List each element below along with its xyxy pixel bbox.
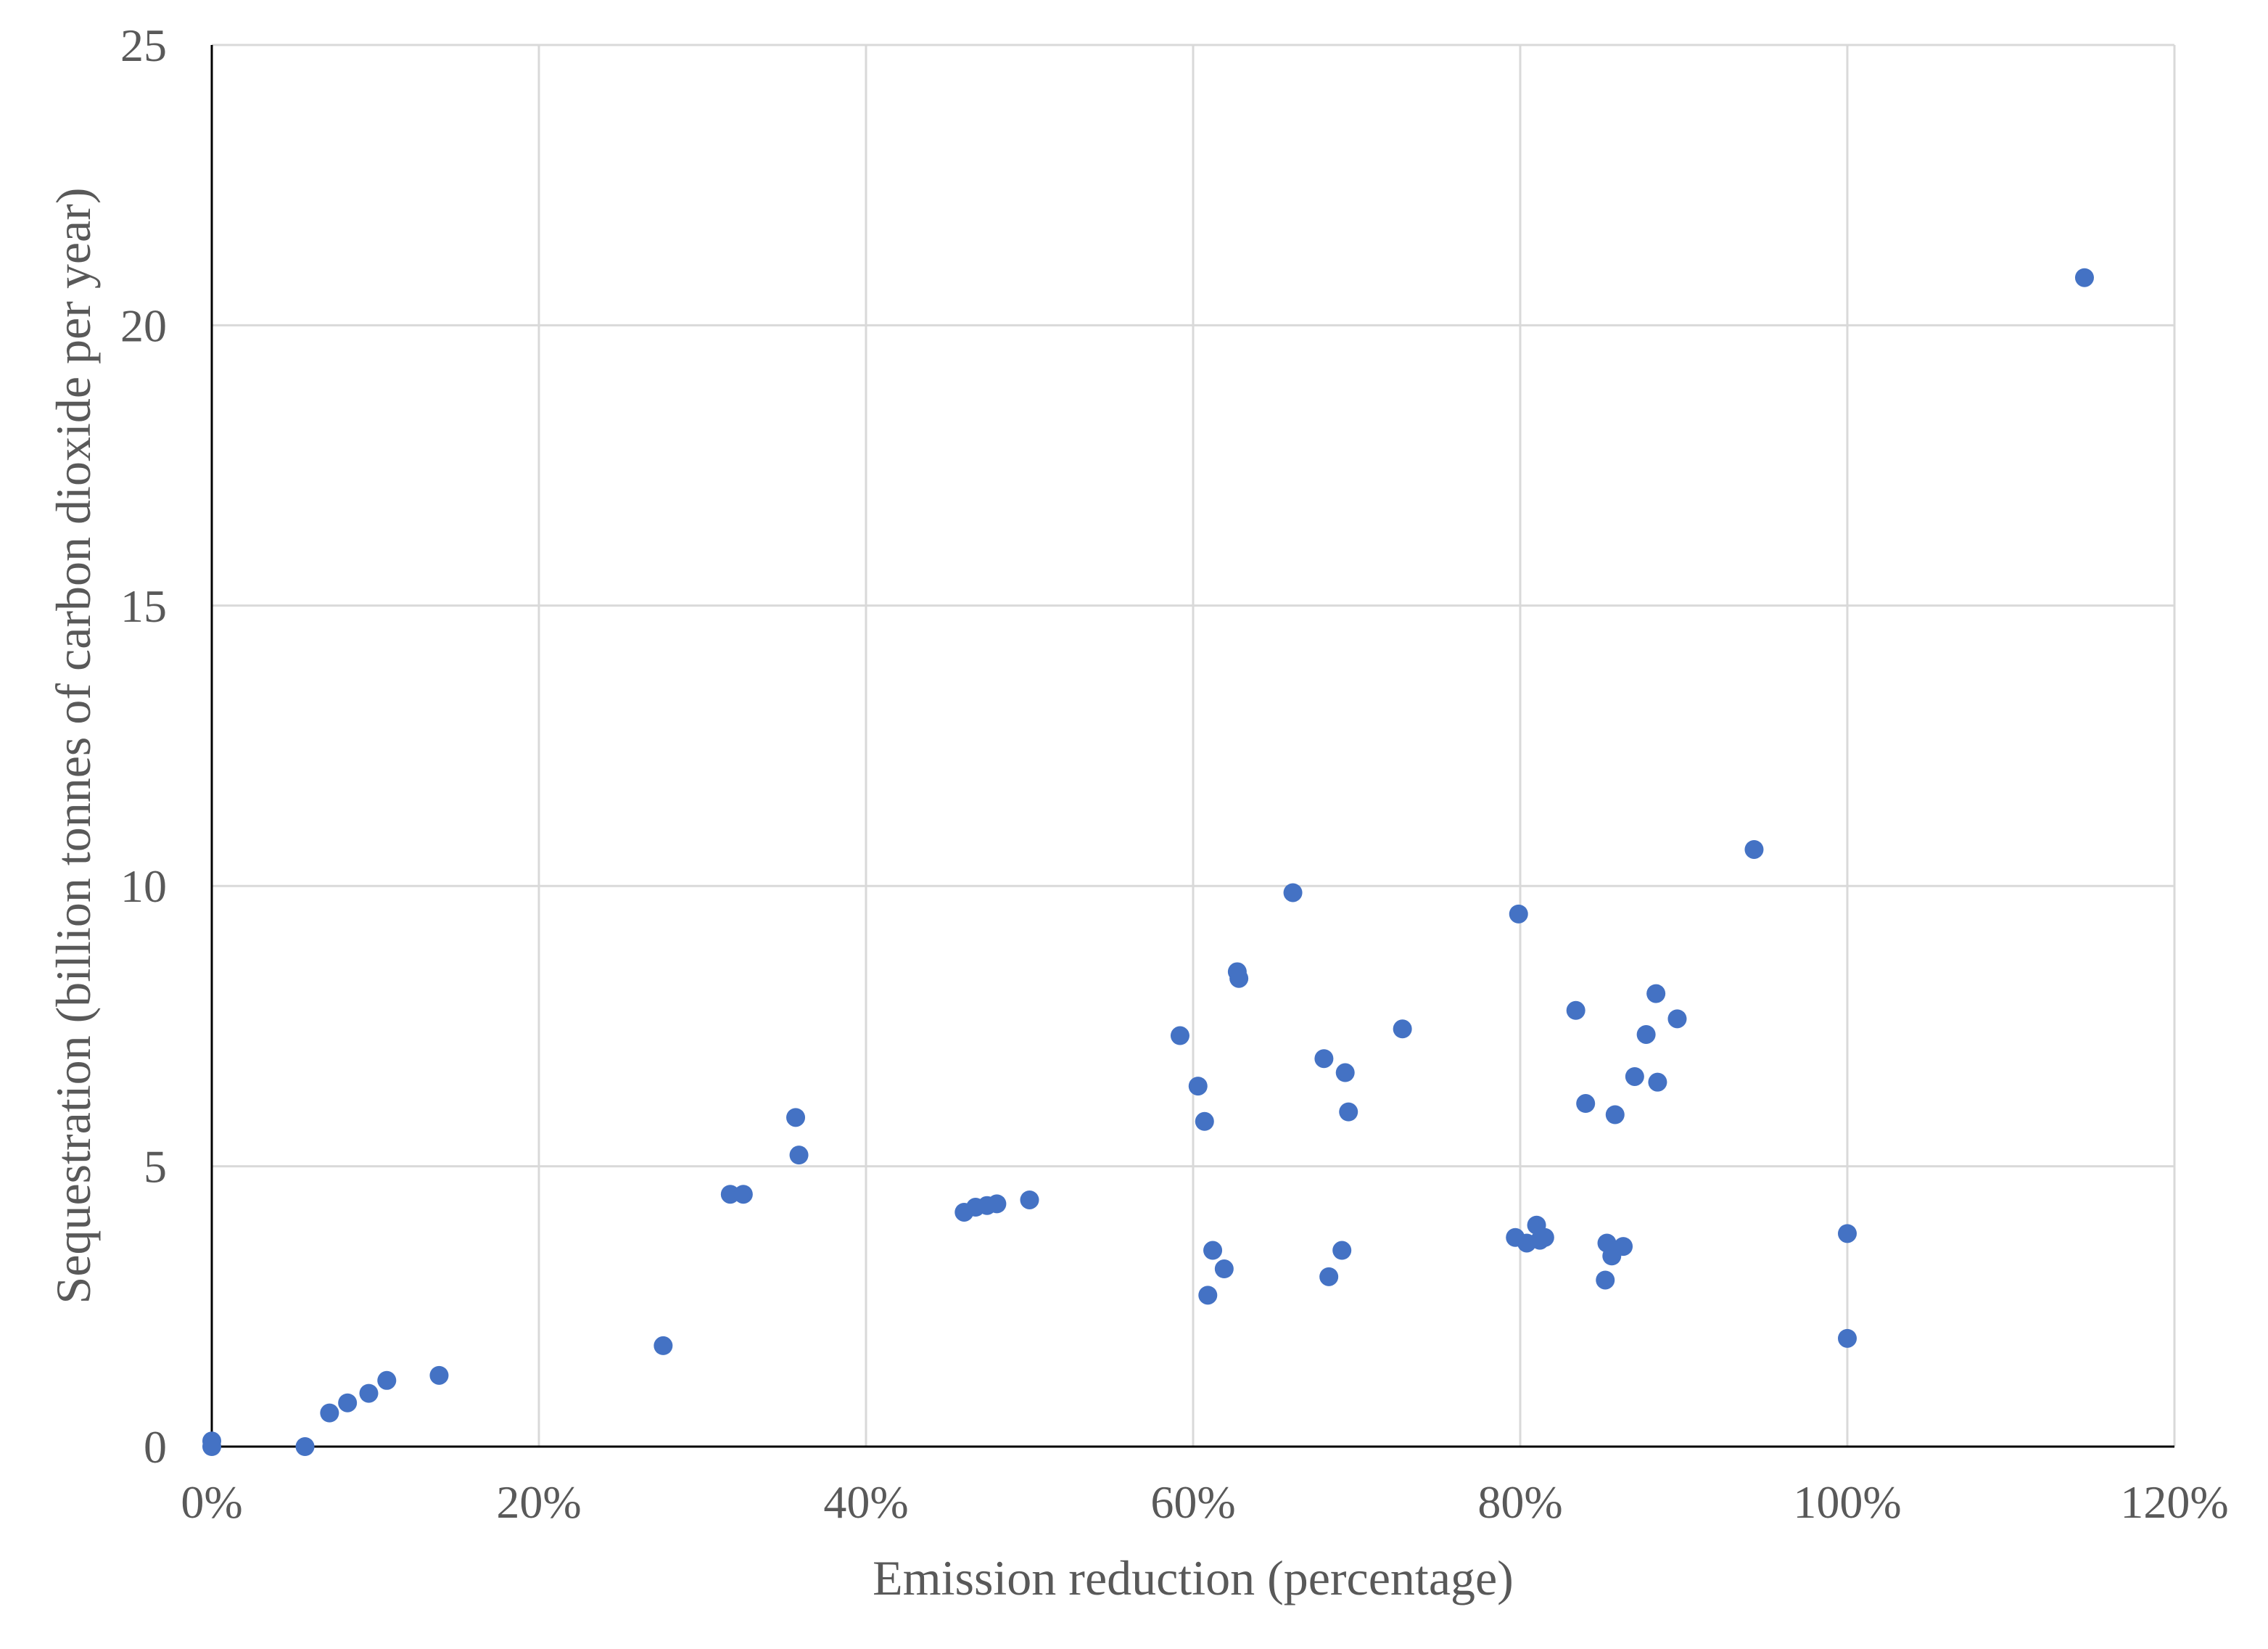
data-point [1170, 1026, 1189, 1045]
data-point [1314, 1049, 1334, 1069]
data-point [377, 1370, 397, 1390]
data-point [1020, 1190, 1039, 1209]
data-point [987, 1194, 1007, 1214]
data-point [1614, 1237, 1633, 1257]
x-tick-label: 80% [1477, 1476, 1562, 1528]
data-point [1509, 904, 1528, 924]
data-point [429, 1365, 449, 1385]
data-point [1667, 1009, 1687, 1029]
data-point [789, 1146, 809, 1165]
data-point [1646, 984, 1666, 1003]
x-tick-label: 60% [1150, 1476, 1235, 1528]
x-tick-label: 0% [181, 1476, 242, 1528]
data-point [786, 1108, 806, 1127]
data-point [1393, 1019, 1412, 1039]
data-point [1838, 1328, 1857, 1348]
data-points [202, 268, 2094, 1456]
x-tick-label: 100% [1793, 1476, 1901, 1528]
x-tick-label: 20% [496, 1476, 581, 1528]
data-point [1838, 1224, 1857, 1243]
data-point [720, 1185, 740, 1204]
y-tick-label: 15 [120, 580, 167, 632]
y-tick-label: 25 [120, 20, 167, 71]
data-point [1648, 1072, 1667, 1092]
data-point [1335, 1063, 1355, 1082]
data-point [359, 1383, 379, 1403]
x-axis-title: Emission reduction (percentage) [873, 1550, 1514, 1605]
data-point [1744, 839, 1764, 859]
data-point [1319, 1267, 1339, 1286]
data-point [320, 1403, 339, 1423]
data-point [1605, 1105, 1625, 1124]
gridlines [212, 44, 2176, 1447]
data-point [733, 1185, 753, 1204]
tick-labels: 0% 20% 40% 60% 80% 100% 120% 0 5 10 15 20 25 [120, 20, 2229, 1528]
data-point [1188, 1077, 1208, 1096]
y-tick-label: 0 [144, 1421, 167, 1473]
data-point [1535, 1228, 1554, 1247]
data-point [2074, 268, 2094, 287]
y-tick-label: 5 [144, 1141, 167, 1193]
data-point [1566, 1000, 1585, 1020]
data-point [1339, 1102, 1358, 1122]
data-point [338, 1393, 358, 1412]
data-point [653, 1336, 673, 1355]
data-point [202, 1437, 221, 1456]
data-point [1198, 1286, 1218, 1305]
x-tick-label: 40% [823, 1476, 908, 1528]
data-point [1229, 969, 1249, 988]
y-tick-label: 20 [120, 300, 167, 351]
data-point [1636, 1024, 1656, 1044]
data-point [1214, 1259, 1234, 1279]
y-axis-title: Sequestration (billion tonnes of carbon … [46, 188, 101, 1304]
data-point [1195, 1111, 1214, 1131]
data-point [1576, 1094, 1596, 1114]
y-tick-label: 10 [120, 860, 167, 912]
data-point [1596, 1270, 1615, 1290]
x-tick-label: 120% [2120, 1476, 2228, 1528]
data-point [1625, 1066, 1644, 1086]
data-point [1283, 883, 1303, 902]
data-point [1203, 1241, 1223, 1260]
data-point [295, 1437, 315, 1456]
data-point [1332, 1241, 1352, 1260]
axes [210, 45, 2174, 1448]
